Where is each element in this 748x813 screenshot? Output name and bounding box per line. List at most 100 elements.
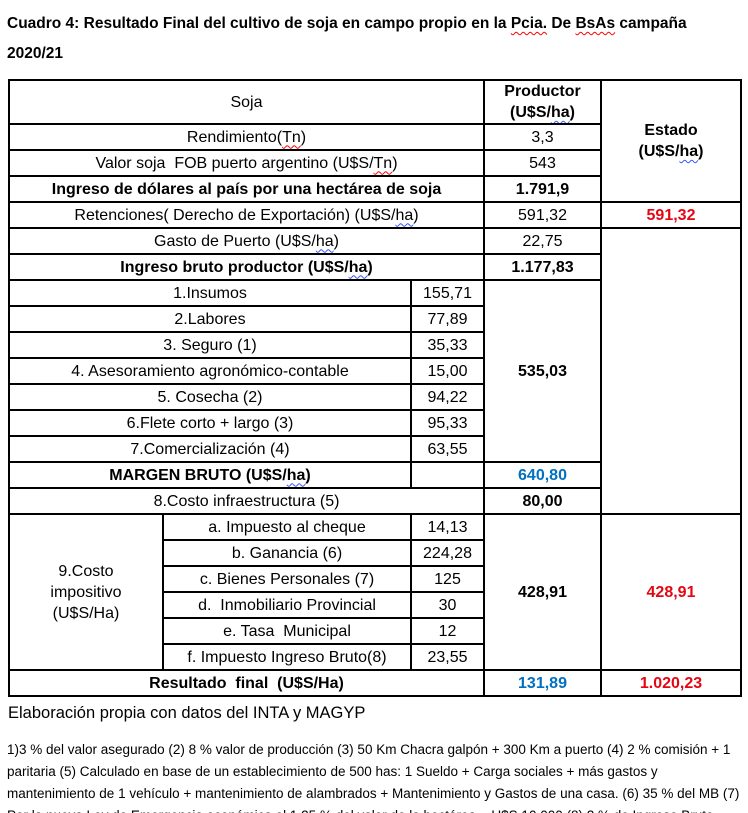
unit-text: (U$S/ bbox=[510, 104, 551, 121]
grammar-marked-word: ha bbox=[348, 258, 368, 276]
header-estado: Estado (U$S/ha) bbox=[600, 79, 742, 203]
cell-retenciones-label: Retenciones( Derecho de Exportación) (U$… bbox=[8, 201, 485, 229]
row-impuesto-cheque: 9.Costo impositivo (U$S/Ha) a. Impuesto … bbox=[8, 513, 742, 671]
row-resultado-final: Resultado final (U$S/Ha) 131,89 1.020,23 bbox=[8, 669, 742, 697]
title-text-campaign-year: 2020/21 bbox=[7, 45, 64, 62]
misspelled-word-pcia: Pcia. bbox=[510, 15, 548, 32]
row-valor-soja: Valor soja FOB puerto argentino (U$S/Tn)… bbox=[8, 149, 741, 177]
cell-retenciones-productor: 591,32 bbox=[483, 201, 602, 229]
unit-text: ) bbox=[569, 104, 575, 121]
cell-cost-label: 2.Labores bbox=[8, 305, 412, 333]
row-margen-bruto: MARGEN BRUTO (U$S/ha) 640,80 bbox=[8, 461, 741, 489]
label-text: ) bbox=[300, 128, 307, 146]
cell-valor-soja-label: Valor soja FOB puerto argentino (U$S/Tn) bbox=[8, 149, 485, 177]
header-productor: Productor (U$S/ha) bbox=[483, 79, 602, 125]
cell-resultado-final-label: Resultado final (U$S/Ha) bbox=[8, 669, 485, 697]
cell-ingreso-dolares-productor: 1.791,9 bbox=[483, 175, 602, 203]
label-text: ) bbox=[367, 258, 373, 276]
cell-cost-value: 35,33 bbox=[410, 331, 485, 359]
row-ingreso-bruto: Ingreso bruto productor (U$S/ha) 1.177,8… bbox=[8, 253, 741, 281]
cell-valor-soja-productor: 543 bbox=[483, 149, 602, 177]
label-text: ) bbox=[413, 206, 419, 224]
header-estado-title: Estado bbox=[644, 122, 698, 139]
cell-resultado-final-productor: 131,89 bbox=[483, 669, 602, 697]
label-text: Valor soja FOB puerto argentino (U$S/ bbox=[95, 154, 374, 172]
row-asesoramiento: 4. Asesoramiento agronómico-contable 15,… bbox=[8, 357, 741, 385]
cell-impositivo-subtotal-productor: 428,91 bbox=[483, 513, 602, 671]
grammar-marked-word: ha bbox=[679, 143, 699, 160]
cell-tax-value: 224,28 bbox=[410, 539, 485, 567]
label-text: Gasto de Puerto (U$S/ bbox=[154, 232, 316, 250]
label-text: ) bbox=[392, 154, 398, 172]
label-text: Ingreso bruto productor (U$S/ bbox=[120, 258, 349, 276]
cell-cost-label: 6.Flete corto + largo (3) bbox=[8, 409, 412, 437]
cell-tax-value: 23,55 bbox=[410, 643, 485, 671]
row-infraestructura: 8.Costo infraestructura (5) 80,00 bbox=[8, 487, 741, 515]
cell-cost-value: 94,22 bbox=[410, 383, 485, 411]
cell-margen-bruto-label: MARGEN BRUTO (U$S/ha) bbox=[8, 461, 412, 489]
row-ingreso-bruto-impuesto: f. Impuesto Ingreso Bruto(8) 23,55 bbox=[9, 643, 741, 671]
cell-tax-label: a. Impuesto al cheque bbox=[162, 513, 412, 541]
cell-cost-value: 15,00 bbox=[410, 357, 485, 385]
title-text: Cuadro 4: Resultado Final del cultivo de… bbox=[7, 15, 511, 32]
cell-resultado-final-estado: 1.020,23 bbox=[600, 669, 742, 697]
cell-ingreso-bruto-productor: 1.177,83 bbox=[483, 253, 602, 281]
document-title: Cuadro 4: Resultado Final del cultivo de… bbox=[0, 0, 748, 69]
cell-cost-value: 77,89 bbox=[410, 305, 485, 333]
cell-gasto-puerto-label: Gasto de Puerto (U$S/ha) bbox=[8, 227, 485, 255]
header-productor-unit: (U$S/ha) bbox=[488, 102, 597, 122]
cell-impositivo-subtotal-estado: 428,91 bbox=[600, 513, 742, 671]
cell-tax-label: d. Inmobiliario Provincial bbox=[162, 591, 412, 619]
row-flete: 6.Flete corto + largo (3) 95,33 bbox=[8, 409, 741, 437]
footnote: 1)3 % del valor asegurado (2) 8 % valor … bbox=[7, 742, 740, 813]
cell-tax-label: f. Impuesto Ingreso Bruto(8) bbox=[162, 643, 412, 671]
grammar-marked-word: ha bbox=[315, 232, 334, 250]
row-gasto-puerto: Gasto de Puerto (U$S/ha) 22,75 bbox=[8, 227, 742, 515]
cell-cost-label: 7.Comercialización (4) bbox=[8, 435, 412, 463]
cell-tax-label: b. Ganancia (6) bbox=[162, 539, 412, 567]
cell-cost-label: 3. Seguro (1) bbox=[8, 331, 412, 359]
cell-cost-value: 63,55 bbox=[410, 435, 485, 463]
row-inmobiliario: d. Inmobiliario Provincial 30 bbox=[9, 591, 741, 619]
label-text: Retenciones( Derecho de Exportación) (U$… bbox=[74, 206, 396, 224]
cell-rendimiento-label: Rendimiento(Tn) bbox=[8, 123, 485, 151]
label-text: ) bbox=[305, 466, 311, 484]
cell-infraestructura-label: 8.Costo infraestructura (5) bbox=[8, 487, 485, 515]
cell-ingreso-bruto-label: Ingreso bruto productor (U$S/ha) bbox=[8, 253, 485, 281]
label-text: MARGEN BRUTO (U$S/ bbox=[109, 466, 287, 484]
grammar-marked-word: ha bbox=[286, 466, 306, 484]
row-insumos: 1.Insumos 155,71 535,03 bbox=[8, 279, 741, 463]
cell-tax-label: c. Bienes Personales (7) bbox=[162, 565, 412, 593]
cell-tax-label: e. Tasa Municipal bbox=[162, 617, 412, 645]
row-ingreso-dolares: Ingreso de dólares al país por una hectá… bbox=[8, 175, 741, 203]
source-note: Elaboración propia con datos del INTA y … bbox=[8, 704, 366, 722]
cell-gasto-puerto-productor: 22,75 bbox=[483, 227, 602, 255]
label-text: ) bbox=[333, 232, 339, 250]
label-text: Rendimiento( bbox=[186, 128, 283, 146]
header-row: Soja Productor (U$S/ha) Estado (U$S/ha) bbox=[8, 79, 742, 203]
cell-costos-subtotal-productor: 535,03 bbox=[483, 279, 602, 463]
results-table: Soja Productor (U$S/ha) Estado (U$S/ha) Re… bbox=[8, 79, 742, 697]
cell-margen-bruto-productor: 640,80 bbox=[483, 461, 602, 489]
row-retenciones: Retenciones( Derecho de Exportación) (U$… bbox=[8, 201, 742, 229]
grammar-marked-word: ha bbox=[395, 206, 414, 224]
grammar-marked-word: ha bbox=[550, 104, 570, 121]
row-seguro: 3. Seguro (1) 35,33 bbox=[8, 331, 741, 359]
misspelled-word-tn: Tn bbox=[282, 128, 301, 146]
row-ganancia: b. Ganancia (6) 224,28 bbox=[9, 539, 741, 567]
title-text: De bbox=[547, 15, 576, 32]
cell-costo-impositivo-label: 9.Costo impositivo (U$S/Ha) bbox=[8, 513, 164, 671]
unit-text: (U$S/ bbox=[638, 143, 680, 160]
empty-cell bbox=[410, 461, 485, 489]
empty-estado-cell bbox=[600, 227, 742, 515]
title-text: campaña bbox=[615, 15, 687, 32]
cell-tax-value: 12 bbox=[410, 617, 485, 645]
row-comercializacion: 7.Comercialización (4) 63,55 bbox=[8, 435, 741, 463]
cell-cost-label: 4. Asesoramiento agronómico-contable bbox=[8, 357, 412, 385]
cell-cost-value: 155,71 bbox=[410, 279, 485, 307]
row-cosecha: 5. Cosecha (2) 94,22 bbox=[8, 383, 741, 411]
cell-tax-value: 30 bbox=[410, 591, 485, 619]
header-estado-unit: (U$S/ha) bbox=[605, 141, 737, 162]
cell-tax-value: 14,13 bbox=[410, 513, 485, 541]
cell-rendimiento-productor: 3,3 bbox=[483, 123, 602, 151]
